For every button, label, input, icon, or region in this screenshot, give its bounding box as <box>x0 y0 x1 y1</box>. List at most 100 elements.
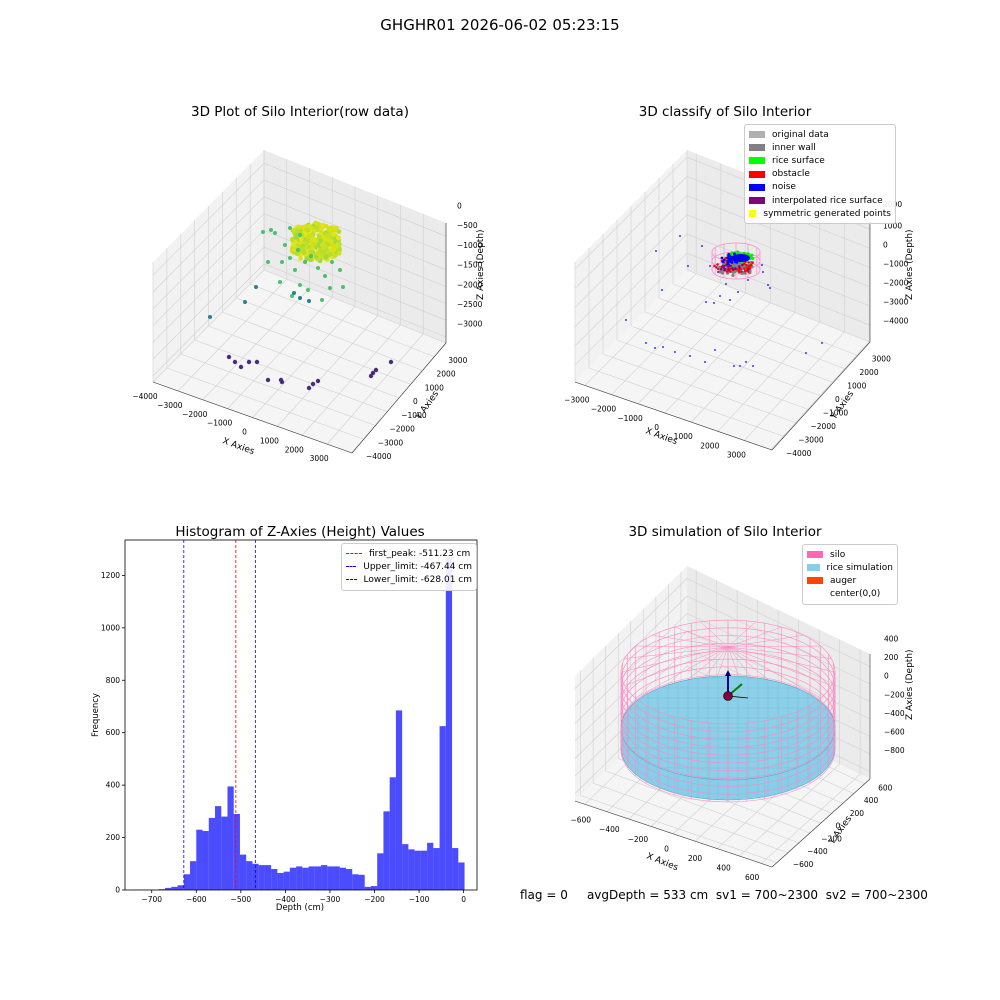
data-point <box>323 274 327 278</box>
data-point <box>729 264 732 268</box>
histogram-bar <box>208 817 216 890</box>
grid-line <box>580 795 777 863</box>
data-point <box>261 230 265 234</box>
histogram-bar <box>402 844 409 890</box>
grid-line <box>194 339 388 413</box>
x-tick-label: −200 <box>364 895 385 904</box>
histogram-bar <box>283 871 290 890</box>
data-point <box>735 261 739 264</box>
z-tick-label: −2500 <box>457 300 483 309</box>
data-point <box>742 262 746 266</box>
data-point <box>739 365 741 367</box>
legend-swatch <box>749 210 757 218</box>
x-tick-label: −300 <box>320 895 341 904</box>
data-point <box>316 242 322 247</box>
data-point <box>654 347 656 349</box>
legend-entry: original data <box>749 128 891 141</box>
grid-line <box>644 311 834 383</box>
x-tick-label: −3000 <box>564 395 590 404</box>
grid-line <box>686 269 871 343</box>
data-point <box>731 267 734 270</box>
x-axis-label: Depth (cm) <box>276 903 324 913</box>
histogram-bar <box>264 865 272 890</box>
avg-depth-text: avgDepth = 533 cm <box>586 888 709 902</box>
x-axis-label: X Axies <box>644 426 679 447</box>
data-point <box>321 235 327 240</box>
data-point <box>741 263 744 267</box>
histogram-bar <box>420 850 428 890</box>
histogram-bar <box>302 867 309 890</box>
histogram-bar <box>383 811 390 890</box>
data-point <box>310 381 316 387</box>
silo-roof-line <box>620 646 729 673</box>
center-marker <box>723 691 733 701</box>
data-point <box>723 269 726 272</box>
data-point <box>714 349 716 351</box>
y-tick-label: −200 <box>821 834 842 843</box>
y-tick-label: 400 <box>864 796 879 805</box>
data-point <box>388 359 394 365</box>
x-axis-line <box>574 381 773 451</box>
data-point <box>721 260 725 264</box>
legend-label: obstacle <box>772 169 810 180</box>
z-tick-label: −3000 <box>457 320 483 329</box>
histogram-bar <box>296 866 303 890</box>
data-point <box>625 319 627 321</box>
data-point <box>745 361 747 363</box>
data-point <box>726 270 729 273</box>
y-tick-label: −2000 <box>811 422 837 431</box>
data-point <box>208 315 212 319</box>
silo-roof-line <box>635 646 729 699</box>
panel-title-raw: 3D Plot of Silo Interior(row data) <box>191 104 409 120</box>
plot-frame <box>124 539 478 891</box>
histogram-bar <box>233 813 240 890</box>
legend-entry: first_peak: -511.23 cm <box>346 547 472 560</box>
z-tick-label: 400 <box>884 635 899 644</box>
legend-label: auger <box>830 575 857 586</box>
data-point <box>306 385 312 391</box>
data-point <box>674 351 676 353</box>
data-point <box>283 243 287 247</box>
grid-line <box>672 283 858 356</box>
classify-legend: original data inner wall rice surface obsta… <box>744 124 896 225</box>
data-point <box>713 264 716 268</box>
legend-label: first_peak: -511.23 cm <box>369 548 471 559</box>
x-tick-label: 3000 <box>727 450 746 459</box>
data-point <box>743 267 746 270</box>
data-point <box>745 264 748 267</box>
data-point <box>341 285 345 289</box>
data-point <box>726 264 730 268</box>
histogram-bar <box>458 862 465 890</box>
data-point <box>701 245 703 247</box>
data-point <box>243 300 247 304</box>
data-point <box>730 259 733 263</box>
silo-roof-line <box>727 634 804 648</box>
data-point <box>317 234 322 240</box>
right-pane <box>687 150 870 342</box>
data-point <box>296 224 302 230</box>
data-point <box>269 228 273 232</box>
y-tick-label: 1000 <box>425 383 444 392</box>
silo-roof-line <box>624 646 729 686</box>
grid-line <box>574 233 871 347</box>
grid-line <box>574 595 871 707</box>
data-point <box>254 359 260 365</box>
z-tick-label: −200 <box>884 690 905 699</box>
histogram-bar <box>177 885 184 890</box>
silo-roof-line <box>727 646 821 699</box>
x-tick-label: −2000 <box>182 410 208 419</box>
histogram-bar <box>333 866 340 890</box>
grid-line <box>593 782 788 854</box>
legend-label: silo <box>830 549 846 560</box>
histogram-bar <box>339 867 346 890</box>
data-point <box>732 263 736 267</box>
legend-swatch <box>807 591 823 598</box>
data-point <box>728 259 731 262</box>
x-tick-label: −4000 <box>132 392 158 401</box>
data-point <box>266 260 270 264</box>
grid-line <box>574 578 871 689</box>
grid-line <box>658 297 846 370</box>
y-tick-label: −1000 <box>823 409 849 418</box>
grid-line <box>180 353 376 426</box>
